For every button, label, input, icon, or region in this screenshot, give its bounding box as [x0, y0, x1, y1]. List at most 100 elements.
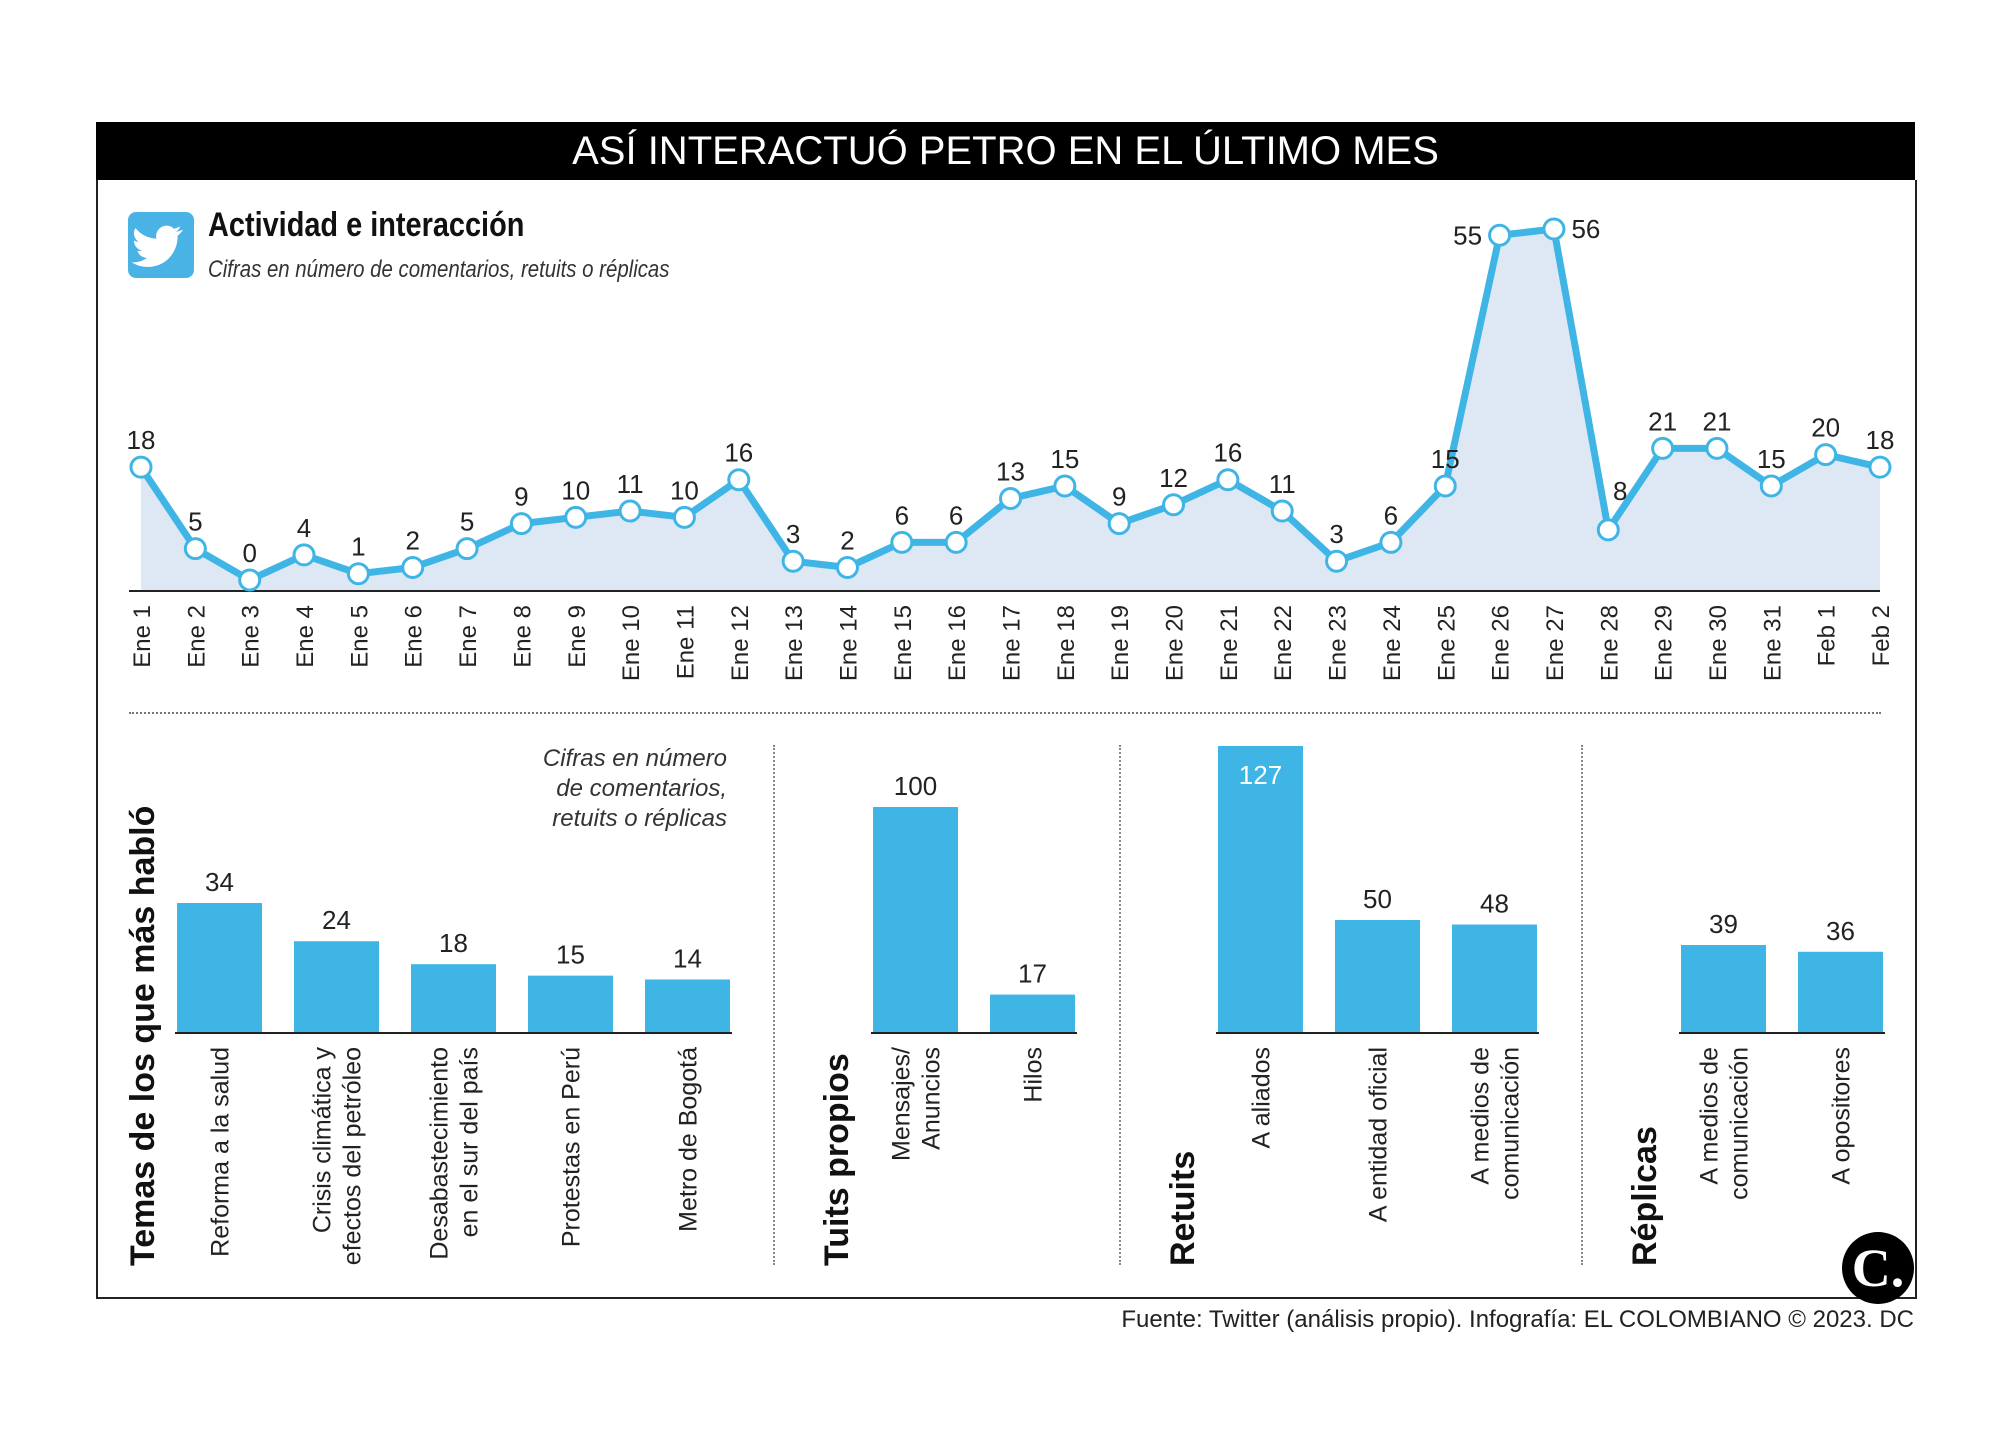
bar-category-label: A medios de	[1696, 1047, 1724, 1185]
bar	[1335, 920, 1420, 1033]
data-label: 55	[1453, 220, 1482, 250]
bar-value-label: 48	[1480, 889, 1509, 919]
data-point	[183, 537, 207, 561]
data-label: 0	[242, 538, 256, 568]
x-tick-label: Ene 24	[1379, 605, 1406, 681]
panel-divider	[1119, 745, 1121, 1265]
data-label: 11	[1269, 469, 1296, 499]
x-tick-label: Ene 15	[890, 605, 917, 681]
bar-value-label: 24	[322, 905, 351, 935]
panel-title-replicas: Réplicas	[1626, 1126, 1664, 1266]
line-chart-note: Cifras en número de comentarios, retuits…	[208, 256, 670, 283]
source-footer: Fuente: Twitter (análisis propio). Infog…	[1121, 1306, 1914, 1333]
data-label: 15	[1050, 444, 1079, 474]
x-tick-label: Ene 14	[835, 605, 862, 681]
x-tick-label: Ene 31	[1759, 605, 1786, 681]
data-label: 2	[840, 525, 854, 555]
panel-divider	[1581, 745, 1583, 1265]
bar	[1452, 924, 1537, 1033]
data-label: 21	[1703, 406, 1732, 436]
data-point	[401, 555, 425, 579]
bar-value-label: 15	[556, 940, 585, 970]
el-colombiano-logo: C.	[1842, 1232, 1914, 1304]
x-tick-label: Ene 13	[781, 605, 808, 681]
bar	[990, 994, 1075, 1033]
data-label: 3	[1329, 519, 1343, 549]
bar-value-label: 36	[1826, 916, 1855, 946]
section-divider	[129, 712, 1881, 714]
x-tick-label: Ene 27	[1542, 605, 1569, 681]
x-tick-label: Ene 9	[564, 605, 591, 668]
bar-value-label: 50	[1363, 884, 1392, 914]
bar	[645, 979, 730, 1033]
data-label: 1	[351, 532, 365, 562]
x-tick-label: Ene 5	[346, 605, 373, 668]
infographic-frame	[96, 180, 1917, 1299]
bar-value-label: 14	[673, 943, 702, 973]
bar-category-label: efectos del petróleo	[339, 1047, 367, 1265]
data-point	[1651, 436, 1675, 460]
data-label: 12	[1159, 463, 1188, 493]
bar	[1218, 746, 1303, 1033]
x-tick-label: Ene 8	[509, 605, 536, 668]
bar-category-label: Metro de Bogotá	[675, 1047, 703, 1232]
data-label: 10	[561, 475, 590, 505]
x-tick-label: Ene 12	[727, 605, 754, 681]
x-tick-label: Ene 28	[1596, 605, 1623, 681]
bar-value-label: 127	[1239, 760, 1282, 790]
data-point	[1216, 468, 1240, 492]
data-label: 16	[724, 438, 753, 468]
data-label: 8	[1613, 476, 1627, 506]
data-point	[1705, 436, 1729, 460]
data-point	[999, 487, 1022, 511]
data-point	[292, 543, 316, 567]
x-tick-label: Ene 30	[1705, 605, 1732, 681]
data-point	[129, 455, 153, 479]
bar-category-label: Anuncios	[918, 1047, 946, 1150]
x-tick-label: Ene 1	[129, 605, 156, 668]
data-point	[509, 512, 533, 536]
bar	[1798, 951, 1883, 1033]
x-tick-label: Ene 7	[455, 605, 482, 668]
data-point	[1270, 499, 1294, 523]
data-point	[835, 555, 859, 579]
data-point	[727, 468, 751, 492]
bar-category-label: Hilos	[1020, 1047, 1048, 1103]
bar	[411, 964, 496, 1033]
panel-divider	[773, 745, 775, 1265]
bar-category-label: Desabastecimiento	[426, 1047, 454, 1260]
data-point	[1814, 443, 1838, 467]
bar-category-label: Crisis climática y	[309, 1047, 337, 1234]
bars-note: Cifras en número de comentarios, retuits…	[542, 745, 727, 832]
data-label: 18	[127, 425, 156, 455]
data-label: 6	[895, 500, 909, 530]
data-point	[1325, 549, 1349, 573]
bar	[873, 807, 958, 1033]
bar-category-label: comunicación	[1726, 1047, 1754, 1200]
data-label: 9	[1112, 482, 1126, 512]
data-label: 11	[617, 469, 644, 499]
data-label: 20	[1811, 413, 1840, 443]
data-label: 21	[1648, 406, 1677, 436]
bar-value-label: 17	[1018, 959, 1047, 989]
data-point	[1542, 217, 1566, 241]
data-label: 2	[405, 525, 419, 555]
data-label: 6	[949, 500, 963, 530]
data-point	[944, 530, 968, 554]
x-tick-label: Feb 2	[1868, 605, 1895, 666]
data-point	[1379, 530, 1403, 554]
bar-category-label: comunicación	[1497, 1047, 1525, 1200]
data-label: 9	[514, 482, 528, 512]
bar-category-label: Mensajes/	[888, 1047, 916, 1161]
data-point	[781, 549, 805, 573]
data-label: 4	[297, 513, 311, 543]
bar	[177, 903, 262, 1033]
data-point	[672, 505, 696, 529]
x-tick-label: Ene 2	[183, 605, 210, 668]
data-point	[346, 562, 370, 586]
x-tick-label: Ene 25	[1433, 605, 1460, 681]
x-tick-label: Ene 11	[672, 605, 699, 679]
panel-title-temas: Temas de los que más habló	[124, 805, 162, 1266]
x-tick-label: Ene 4	[292, 605, 319, 668]
